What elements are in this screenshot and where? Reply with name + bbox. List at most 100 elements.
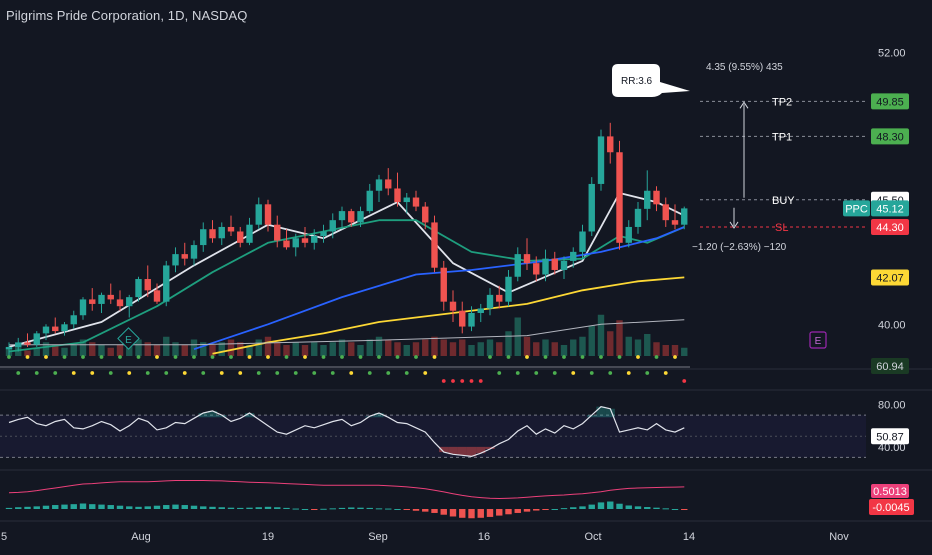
candle-body[interactable]: [440, 267, 447, 302]
candle-body[interactable]: [551, 258, 558, 270]
candle-body[interactable]: [588, 183, 595, 232]
candle-body[interactable]: [348, 211, 355, 223]
candle-body[interactable]: [89, 299, 96, 304]
candle-body[interactable]: [634, 208, 642, 227]
candle-body[interactable]: [209, 229, 216, 239]
volume-bar: [681, 347, 688, 356]
macd-histogram-bar: [440, 509, 447, 515]
squeeze-dot: [16, 371, 21, 375]
candle-body[interactable]: [403, 197, 410, 203]
candle-body[interactable]: [662, 204, 669, 221]
candle-body[interactable]: [61, 324, 68, 332]
candle-body[interactable]: [311, 236, 318, 243]
candle-body[interactable]: [523, 254, 531, 264]
candle-body[interactable]: [375, 179, 383, 191]
candle-body[interactable]: [274, 224, 281, 241]
candle-body[interactable]: [542, 258, 549, 275]
candle-body[interactable]: [42, 326, 50, 334]
candle-body[interactable]: [533, 263, 540, 275]
volume-bar: [338, 339, 346, 356]
candle-body[interactable]: [126, 297, 133, 307]
squeeze-dot: [488, 355, 492, 359]
macd-histogram-bar: [61, 504, 68, 509]
candle-body[interactable]: [163, 265, 170, 302]
candle-body[interactable]: [33, 333, 40, 345]
candle-body[interactable]: [283, 240, 290, 248]
candle-body[interactable]: [70, 315, 77, 325]
candle-body[interactable]: [237, 231, 244, 243]
candle-body[interactable]: [357, 211, 364, 223]
candle-body[interactable]: [366, 190, 373, 212]
earnings-marker-icon[interactable]: [117, 327, 140, 350]
time-axis-tick: Oct: [584, 531, 601, 543]
volume-bar: [52, 345, 59, 356]
candle-body[interactable]: [671, 220, 679, 225]
candle-body[interactable]: [338, 211, 346, 221]
price-label-text: 44.30: [876, 222, 904, 234]
candle-body[interactable]: [422, 206, 429, 223]
candle-body[interactable]: [98, 294, 105, 304]
candle-body[interactable]: [144, 279, 151, 291]
candle-body[interactable]: [320, 231, 327, 237]
earnings-upcoming-icon[interactable]: [809, 331, 827, 349]
candle-body[interactable]: [607, 136, 614, 153]
candle-body[interactable]: [681, 208, 688, 225]
macd-histogram-bar: [311, 509, 318, 510]
candle-body[interactable]: [329, 220, 336, 232]
candle-body[interactable]: [52, 326, 59, 332]
candle-body[interactable]: [79, 299, 87, 316]
candle-body[interactable]: [412, 197, 420, 207]
squeeze-dot: [293, 371, 298, 375]
rsi-axis-tick: 40.00: [878, 442, 906, 454]
candle-body[interactable]: [394, 188, 401, 203]
candle-body[interactable]: [597, 136, 605, 184]
ma-blue-line: [193, 226, 685, 351]
candle-body[interactable]: [200, 229, 207, 246]
candle-body[interactable]: [477, 308, 484, 313]
candle-body[interactable]: [24, 342, 31, 345]
candle-body[interactable]: [385, 179, 392, 189]
candle-body[interactable]: [172, 254, 179, 266]
candle-body[interactable]: [218, 226, 225, 239]
candle-body[interactable]: [570, 251, 577, 261]
candle-body[interactable]: [264, 204, 272, 225]
candle-body[interactable]: [107, 294, 114, 300]
candle-body[interactable]: [625, 226, 632, 243]
candle-body[interactable]: [579, 231, 586, 252]
candle-body[interactable]: [153, 290, 161, 302]
candle-body[interactable]: [486, 294, 494, 309]
candle-body[interactable]: [653, 190, 660, 205]
candle-body[interactable]: [431, 222, 438, 268]
candle-body[interactable]: [505, 276, 512, 302]
rr-callout[interactable]: [612, 64, 690, 97]
macd-histogram-bar: [52, 505, 59, 509]
candle-body[interactable]: [459, 310, 466, 327]
candle-body[interactable]: [496, 294, 503, 302]
candle-body[interactable]: [190, 245, 198, 259]
candle-body[interactable]: [116, 299, 124, 307]
macd-histogram-bar: [551, 509, 558, 510]
candle-body[interactable]: [181, 254, 188, 259]
candle-body[interactable]: [135, 279, 142, 298]
macd-histogram-bar: [246, 507, 253, 509]
candle-body[interactable]: [255, 204, 262, 225]
candle-body[interactable]: [301, 238, 309, 243]
squeeze-dot: [127, 371, 132, 375]
candle-body[interactable]: [292, 238, 299, 248]
candle-body[interactable]: [644, 190, 651, 209]
candle-body[interactable]: [5, 346, 13, 350]
volume-bar: [107, 347, 114, 356]
candle-body[interactable]: [246, 224, 253, 243]
candle-body[interactable]: [468, 312, 475, 327]
candle-body[interactable]: [227, 226, 235, 232]
time-axis-tick: Sep: [368, 531, 388, 543]
candle-body[interactable]: [616, 152, 623, 243]
candle-body[interactable]: [449, 301, 457, 311]
candle-body[interactable]: [15, 342, 22, 347]
candle-body[interactable]: [560, 260, 568, 270]
volume-bar: [320, 345, 327, 356]
candle-body[interactable]: [514, 254, 521, 277]
squeeze-dot: [7, 355, 11, 359]
